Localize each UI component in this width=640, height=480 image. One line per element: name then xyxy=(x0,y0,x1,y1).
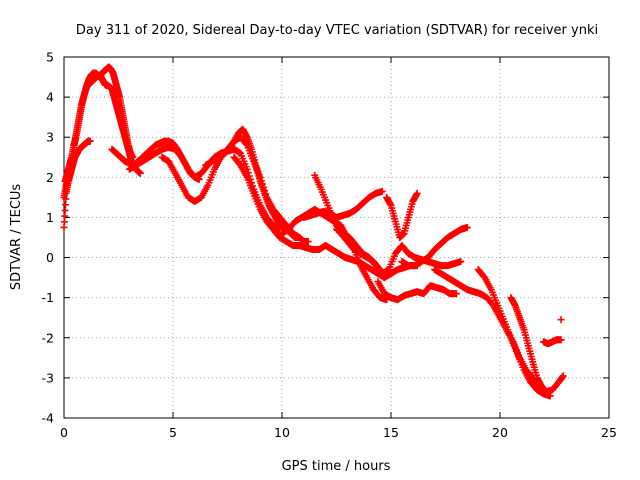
ticks xyxy=(63,56,610,419)
x-tick-label: 15 xyxy=(383,425,399,440)
plot-frame xyxy=(63,56,610,419)
series-track-14 xyxy=(383,189,421,241)
y-tick-label: 0 xyxy=(46,250,54,265)
data-point xyxy=(463,223,471,231)
data-point xyxy=(457,258,465,266)
y-tick-label: 3 xyxy=(46,130,54,145)
series-track-21 xyxy=(557,316,565,324)
series-track-17 xyxy=(431,266,567,396)
x-axis-label: GPS time / hours xyxy=(282,459,391,474)
grid xyxy=(64,57,609,418)
data-point xyxy=(557,316,565,324)
series-track-7 xyxy=(202,125,312,246)
data-point xyxy=(304,238,312,246)
series-track-18 xyxy=(474,266,554,400)
y-tick-label: 4 xyxy=(46,90,54,105)
data-point xyxy=(546,392,554,400)
series-track-2 xyxy=(61,63,137,185)
data-points xyxy=(60,63,567,400)
y-tick-label: -2 xyxy=(42,330,54,345)
data-point xyxy=(542,388,550,396)
x-tick-label: 5 xyxy=(169,425,177,440)
series-track-15 xyxy=(374,278,460,304)
x-tick-label: 0 xyxy=(60,425,68,440)
data-point xyxy=(86,137,94,145)
x-tick-label: 20 xyxy=(492,425,508,440)
y-axis-label: SDTVAR / TECUs xyxy=(9,184,24,291)
series-track-16 xyxy=(398,223,471,270)
data-point xyxy=(136,169,144,177)
chart-title: Day 311 of 2020, Sidereal Day-to-day VTE… xyxy=(76,23,598,38)
series-track-1 xyxy=(60,71,144,201)
series-track-13 xyxy=(333,225,465,278)
y-tick-label: 2 xyxy=(46,170,54,185)
x-tick-label: 10 xyxy=(274,425,290,440)
series-track-10 xyxy=(300,187,386,221)
data-point xyxy=(129,153,137,161)
y-tick-label: 1 xyxy=(46,210,54,225)
data-point xyxy=(378,187,386,195)
data-point xyxy=(413,189,421,197)
y-tick-label: 5 xyxy=(46,50,54,65)
y-tick-labels: -4 -3 -2 -1 0 1 2 3 4 5 xyxy=(42,50,55,426)
data-point xyxy=(559,372,567,380)
x-tick-label: 25 xyxy=(601,425,617,440)
y-tick-label: -3 xyxy=(42,370,54,385)
series-track-3 xyxy=(60,137,94,231)
data-point xyxy=(557,336,565,344)
y-tick-label: -4 xyxy=(42,411,55,426)
data-point xyxy=(452,290,460,298)
series-track-8 xyxy=(230,153,330,254)
series-track-20 xyxy=(540,336,565,348)
y-tick-label: -1 xyxy=(42,290,54,305)
x-tick-labels: 0 5 10 15 20 25 xyxy=(60,425,617,440)
series-track-19 xyxy=(507,294,550,396)
series-track-4 xyxy=(108,137,203,183)
